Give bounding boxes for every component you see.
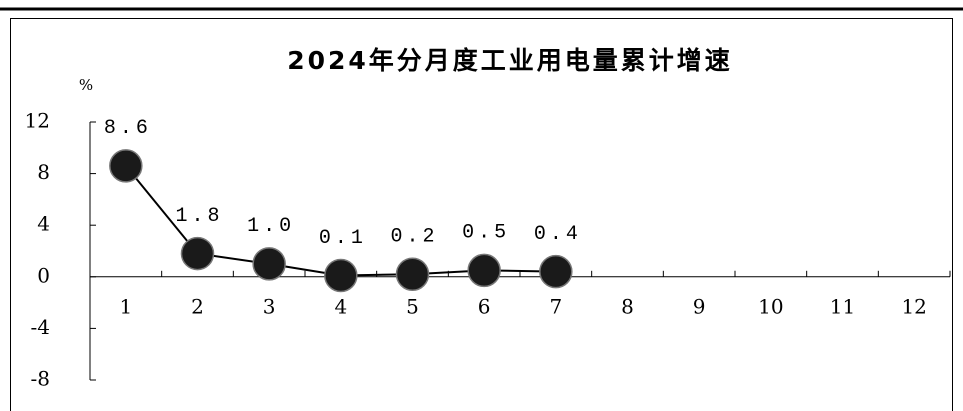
y-tick-label: 4: [37, 212, 50, 236]
y-tick-label: 12: [25, 109, 50, 133]
marker: [180, 236, 215, 271]
value-label: 1.8: [175, 205, 223, 228]
frame: [10, 18, 953, 411]
x-tick-label: 6: [478, 294, 491, 318]
value-label: 0.1: [319, 227, 367, 250]
chart-title: 2024年分月度工业用电量累计增速: [287, 46, 733, 75]
x-tick-label: 12: [901, 294, 926, 318]
y-unit: %: [79, 76, 93, 94]
marker: [539, 254, 573, 289]
x-tick-label: 8: [621, 294, 634, 318]
y-tick-label: -4: [31, 315, 50, 339]
x-tick-label: 3: [263, 294, 276, 318]
y-tick-label: 0: [37, 263, 50, 287]
marker: [395, 257, 430, 291]
value-label: 0.4: [534, 223, 582, 246]
y-tick-label: 8: [37, 160, 50, 184]
value-label: 0.5: [462, 222, 510, 245]
value-label: 8.6: [104, 117, 152, 140]
x-tick-label: 2: [191, 294, 204, 318]
x-tick-label: 5: [406, 294, 419, 318]
marker: [252, 247, 286, 281]
value-label: 0.2: [390, 226, 438, 249]
x-tick-label: 4: [334, 294, 347, 318]
x-tick-label: 7: [549, 294, 562, 318]
marker: [467, 253, 501, 288]
x-tick-label: 10: [758, 294, 783, 318]
y-tick-label: -8: [31, 367, 50, 391]
value-label: 1.0: [247, 215, 295, 238]
marker: [324, 258, 358, 293]
marker: [109, 149, 143, 183]
x-tick-label: 11: [830, 294, 855, 318]
x-tick-label: 9: [693, 294, 706, 318]
x-tick-label: 1: [119, 294, 132, 318]
